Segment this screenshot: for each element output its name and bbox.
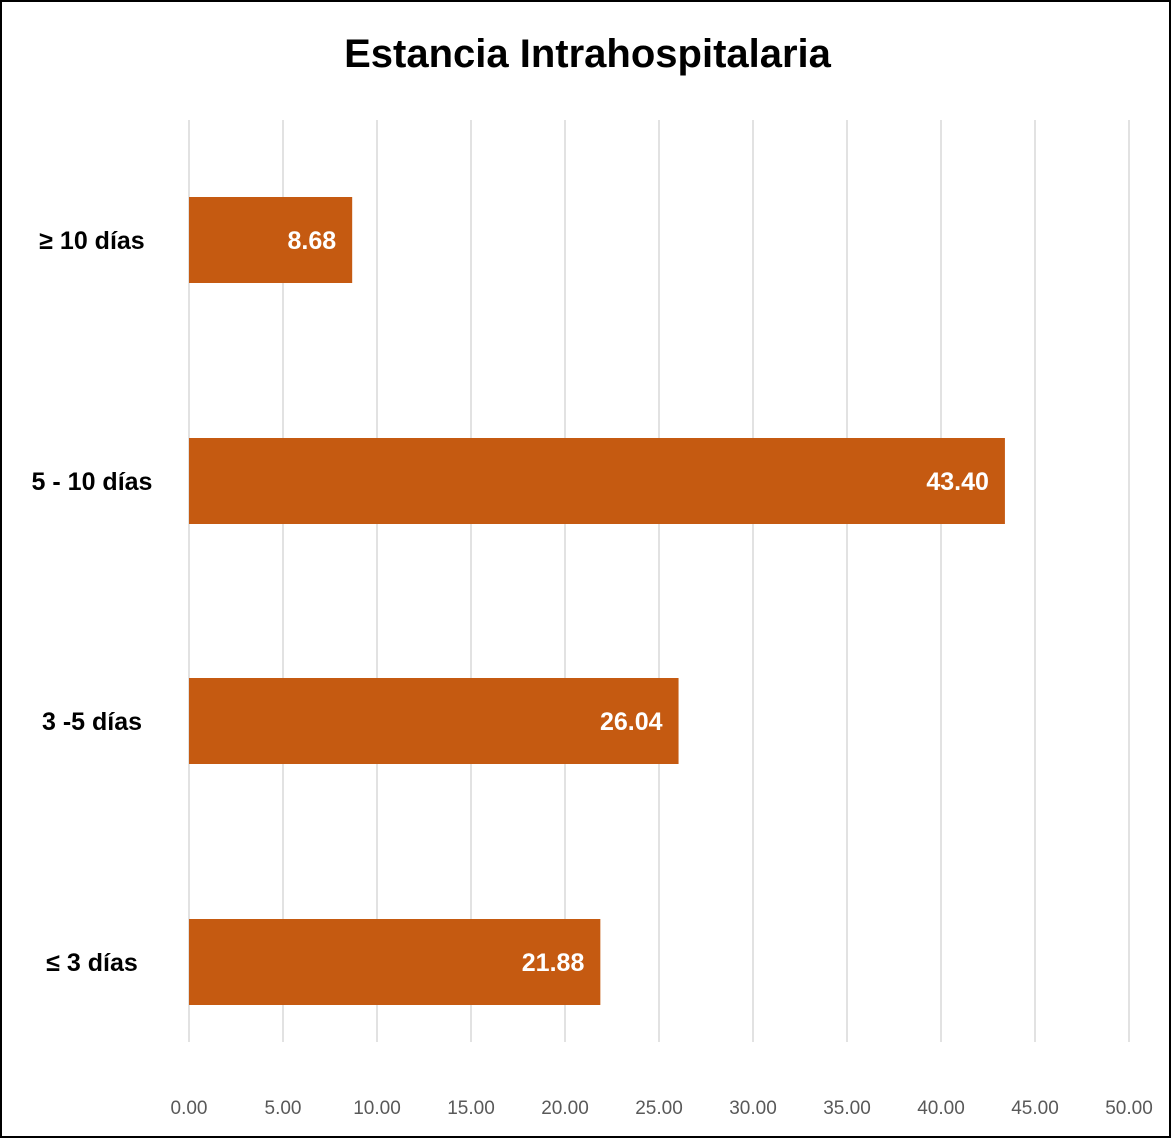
x-tick-label: 10.00 — [353, 1098, 401, 1119]
x-axis-ticks: 0.00 5.00 10.00 15.00 20.00 25.00 30.00 35.00 40… — [171, 1098, 1153, 1119]
data-label: 8.68 — [288, 227, 337, 255]
data-label: 21.88 — [522, 949, 585, 977]
category-label: 5 - 10 días — [32, 468, 153, 496]
bar — [189, 197, 353, 283]
gridlines — [188, 120, 1130, 1042]
category-label: ≤ 3 días — [46, 949, 138, 977]
x-tick-label: 0.00 — [171, 1098, 208, 1119]
x-tick-label: 45.00 — [1011, 1098, 1059, 1119]
x-tick-label: 5.00 — [265, 1098, 302, 1119]
x-tick-label: 35.00 — [823, 1098, 871, 1119]
x-tick-label: 20.00 — [541, 1098, 589, 1119]
data-label: 26.04 — [600, 708, 663, 736]
x-tick-label: 30.00 — [729, 1098, 777, 1119]
category-label: 3 -5 días — [42, 708, 142, 736]
data-label: 43.40 — [926, 468, 989, 496]
bar — [189, 919, 601, 1005]
category-labels: ≥ 10 días 5 - 10 días 3 -5 días ≤ 3 días — [32, 227, 153, 977]
category-label: ≥ 10 días — [39, 227, 144, 255]
chart-title: Estancia Intrahospitalaria — [344, 32, 831, 76]
x-tick-label: 15.00 — [447, 1098, 495, 1119]
x-tick-label: 25.00 — [635, 1098, 683, 1119]
bar — [189, 678, 679, 764]
bar — [189, 438, 1005, 524]
bars: 8.68 43.40 26.04 21.88 — [189, 197, 1005, 1005]
x-tick-label: 50.00 — [1105, 1098, 1153, 1119]
x-tick-label: 40.00 — [917, 1098, 965, 1119]
